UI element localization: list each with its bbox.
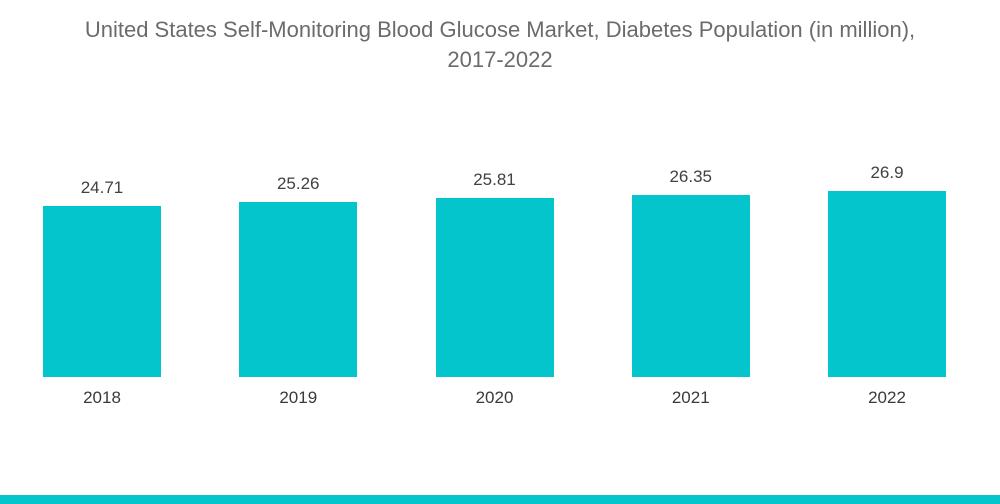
x-tick-label-2020: 2020 bbox=[475, 388, 514, 407]
x-tick-label-2018: 2018 bbox=[83, 388, 121, 407]
chart-title-line-1: United States Self-Monitoring Blood Gluc… bbox=[84, 17, 916, 42]
x-tick-label-2021: 2021 bbox=[671, 388, 710, 407]
bar-value-label: 25.26 bbox=[276, 174, 320, 193]
bar-2018 bbox=[43, 206, 161, 377]
bar-column-2020: 25.81 2020 bbox=[435, 170, 554, 407]
bar-column-2019: 25.26 2019 bbox=[239, 174, 358, 407]
bar-2020 bbox=[435, 198, 554, 377]
chart-title: United States Self-Monitoring Blood Gluc… bbox=[0, 15, 1000, 76]
bar-column-2018: 24.71 2018 bbox=[43, 178, 161, 407]
bar-value-label: 26.9 bbox=[870, 163, 904, 182]
bar-value-label: 26.35 bbox=[669, 167, 713, 186]
bar-chart: 24.71 2018 25.26 2019 25.81 2020 26.35 2021 26.9… bbox=[43, 150, 946, 407]
bar-2021 bbox=[631, 195, 750, 377]
bar-value-label: 25.81 bbox=[473, 170, 516, 189]
bar-2022 bbox=[828, 191, 946, 377]
chart-title-line-2: 2017-2022 bbox=[447, 47, 553, 73]
bar-2019 bbox=[239, 202, 358, 377]
footer-accent-strip bbox=[0, 495, 1000, 504]
bar-column-2021: 26.35 2021 bbox=[631, 167, 750, 407]
bar-column-2022: 26.9 2022 bbox=[828, 163, 946, 407]
x-tick-label-2022: 2022 bbox=[868, 388, 906, 407]
x-tick-label-2019: 2019 bbox=[279, 388, 318, 407]
bar-value-label: 24.71 bbox=[80, 178, 124, 197]
